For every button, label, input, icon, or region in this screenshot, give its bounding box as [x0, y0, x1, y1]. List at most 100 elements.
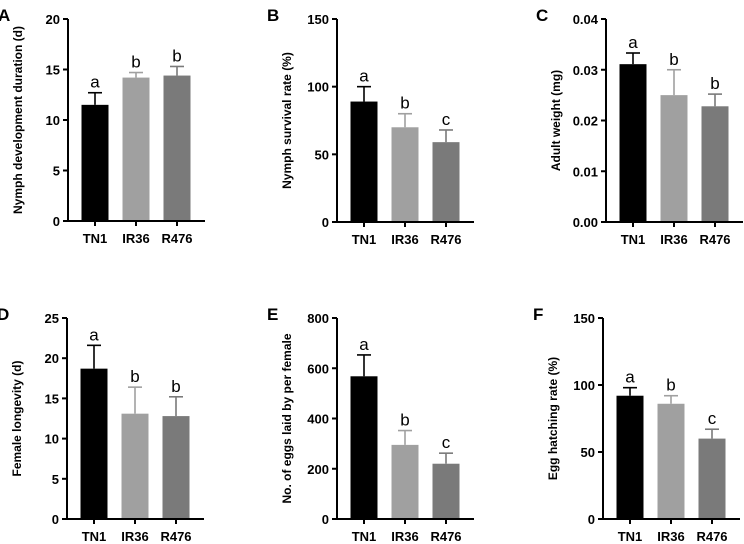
x-tick-label: R476 — [699, 232, 730, 247]
significance-letter: b — [172, 46, 181, 65]
x-tick-label: TN1 — [82, 529, 107, 544]
y-tick-label: 600 — [307, 361, 329, 376]
bar-r476 — [163, 75, 191, 221]
y-axis-label: Nymph development duration (d) — [11, 26, 25, 214]
bar-ir36 — [391, 127, 419, 222]
y-axis-label: Egg hatching rate (%) — [546, 357, 560, 480]
significance-letter: b — [400, 411, 409, 430]
panel-label: B — [267, 6, 279, 25]
y-tick-label: 100 — [573, 378, 595, 393]
significance-letter: a — [90, 73, 100, 92]
bar-r476 — [701, 106, 729, 222]
y-tick-label: 50 — [315, 147, 329, 162]
panel-e: ENo. of eggs laid by per female a TN1 b IR36… — [267, 305, 474, 544]
x-tick-label: R476 — [160, 529, 191, 544]
x-tick-label: TN1 — [621, 232, 646, 247]
significance-letter: c — [442, 433, 451, 452]
y-axis-label: Adult weight (mg) — [549, 70, 563, 171]
y-tick-label: 50 — [581, 445, 595, 460]
x-tick-label: IR36 — [391, 529, 418, 544]
y-tick-label: 800 — [307, 311, 329, 326]
bar-tn1 — [350, 376, 378, 519]
significance-letter: a — [359, 67, 369, 86]
bar-tn1 — [80, 368, 108, 519]
significance-letter: a — [628, 33, 638, 52]
panel-label: D — [0, 305, 9, 324]
significance-letter: c — [442, 110, 451, 129]
bar-ir36 — [121, 413, 149, 519]
y-axis-label: No. of eggs laid by per female — [280, 333, 294, 503]
x-tick-label: R476 — [430, 529, 461, 544]
x-tick-label: TN1 — [352, 232, 377, 247]
x-tick-label: TN1 — [83, 231, 108, 246]
bar-ir36 — [660, 95, 688, 222]
y-tick-label: 15 — [45, 391, 59, 406]
y-tick-label: 100 — [307, 80, 329, 95]
y-tick-label: 0 — [322, 215, 329, 230]
x-tick-label: R476 — [430, 232, 461, 247]
y-tick-label: 150 — [307, 12, 329, 27]
y-tick-label: 400 — [307, 412, 329, 427]
x-tick-label: IR36 — [657, 529, 684, 544]
y-tick-label: 0 — [588, 512, 595, 527]
significance-letter: b — [669, 50, 678, 69]
x-tick-label: IR36 — [122, 231, 149, 246]
bar-r476 — [432, 142, 460, 222]
significance-letter: b — [666, 376, 675, 395]
y-axis-label: Nymph survival rate (%) — [280, 52, 294, 189]
significance-letter: a — [625, 368, 635, 387]
y-tick-label: 5 — [52, 472, 59, 487]
y-tick-label: 200 — [307, 462, 329, 477]
y-tick-label: 25 — [45, 311, 59, 326]
y-tick-label: 150 — [573, 311, 595, 326]
x-tick-label: IR36 — [391, 232, 418, 247]
panel-label: C — [536, 6, 548, 25]
bar-ir36 — [391, 444, 419, 519]
y-tick-label: 10 — [46, 113, 60, 128]
x-tick-label: IR36 — [121, 529, 148, 544]
y-tick-label: 0 — [322, 512, 329, 527]
y-tick-label: 0.01 — [573, 164, 598, 179]
significance-letter: b — [171, 377, 180, 396]
bar-r476 — [432, 463, 460, 519]
significance-letter: a — [89, 325, 99, 344]
y-tick-label: 0 — [53, 214, 60, 229]
panel-b: B Nymph survival rate (%) a TN1 b IR36 c R476 0 5… — [267, 6, 474, 247]
bar-tn1 — [350, 101, 378, 222]
bar-r476 — [162, 416, 190, 519]
significance-letter: a — [359, 335, 369, 354]
panel-label: A — [0, 6, 10, 25]
panel-label: E — [267, 305, 278, 324]
bar-ir36 — [657, 403, 685, 519]
bar-tn1 — [619, 64, 647, 222]
x-tick-label: TN1 — [352, 529, 377, 544]
y-tick-label: 10 — [45, 432, 59, 447]
significance-letter: b — [400, 94, 409, 113]
significance-letter: b — [131, 53, 140, 72]
significance-letter: b — [130, 367, 139, 386]
bar-tn1 — [616, 395, 644, 519]
x-tick-label: R476 — [696, 529, 727, 544]
x-tick-label: TN1 — [618, 529, 643, 544]
y-tick-label: 15 — [46, 63, 60, 78]
y-tick-label: 20 — [46, 12, 60, 27]
y-tick-label: 0 — [52, 512, 59, 527]
y-tick-label: 5 — [53, 164, 60, 179]
bar-tn1 — [81, 104, 109, 221]
y-tick-label: 0.03 — [573, 63, 598, 78]
panel-c: C Adult weight (mg) a TN1 b IR36 b R476 0.00 0.01… — [536, 6, 743, 247]
y-axis-label: Female longevity (d) — [10, 360, 24, 476]
y-tick-label: 20 — [45, 351, 59, 366]
panel-f: F Egg hatching rate (%) a TN1 b IR36 c R476 0 50 1… — [533, 305, 740, 544]
bar-ir36 — [122, 77, 150, 221]
x-tick-label: R476 — [161, 231, 192, 246]
bar-r476 — [698, 438, 726, 519]
significance-letter: b — [710, 74, 719, 93]
y-tick-label: 0.04 — [573, 12, 599, 27]
x-tick-label: IR36 — [660, 232, 687, 247]
y-tick-label: 0.00 — [573, 215, 598, 230]
panel-label: F — [533, 305, 543, 324]
panel-d: D Female longevity (d) a TN1 b IR36 b R476 0 5 10 1… — [0, 305, 204, 544]
